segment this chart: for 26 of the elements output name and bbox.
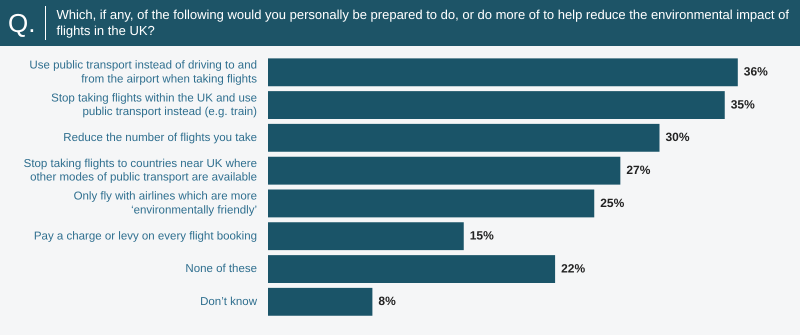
bar: [268, 190, 594, 218]
bar: [268, 288, 372, 316]
y-tick-label: Pay a charge or levy on every flight booking: [34, 230, 257, 242]
text: Q.: [0, 6, 46, 40]
y-tick-label: Don’t know: [200, 296, 258, 308]
bar: [268, 58, 738, 86]
bar: [268, 156, 620, 185]
data-label: 25%: [600, 196, 625, 210]
data-label: 8%: [378, 294, 396, 308]
data-label: 27%: [626, 162, 651, 177]
y-tick-label: Use public transport instead of driving to and from the airport when taking flights: [29, 60, 258, 86]
chart-title: Which, if any, of the following would you personally be prepared to do, or do more of to help reduce the environmental impact of flights in the UK?: [55, 7, 790, 39]
bar: [268, 124, 660, 152]
data-label: 15%: [470, 228, 494, 243]
y-tick-label: Reduce the number of flights you take: [63, 132, 257, 144]
bar: [268, 222, 464, 250]
data-label: 22%: [561, 261, 586, 276]
data-label: 30%: [666, 130, 690, 144]
bar: [268, 91, 725, 120]
data-label: 36%: [744, 64, 768, 79]
y-tick-label: Stop taking flights to countries near UK where other modes of public transport are available: [24, 158, 257, 184]
y-tick-label: Only fly with airlines which are more ‘environmentally friendly’: [74, 190, 257, 217]
y-tick-label: Stop taking flights within the UK and use public transport instead (e.g. train): [51, 92, 258, 118]
y-tick-label: None of these: [185, 263, 257, 276]
data-label: 35%: [730, 97, 756, 112]
bar: [268, 255, 556, 283]
